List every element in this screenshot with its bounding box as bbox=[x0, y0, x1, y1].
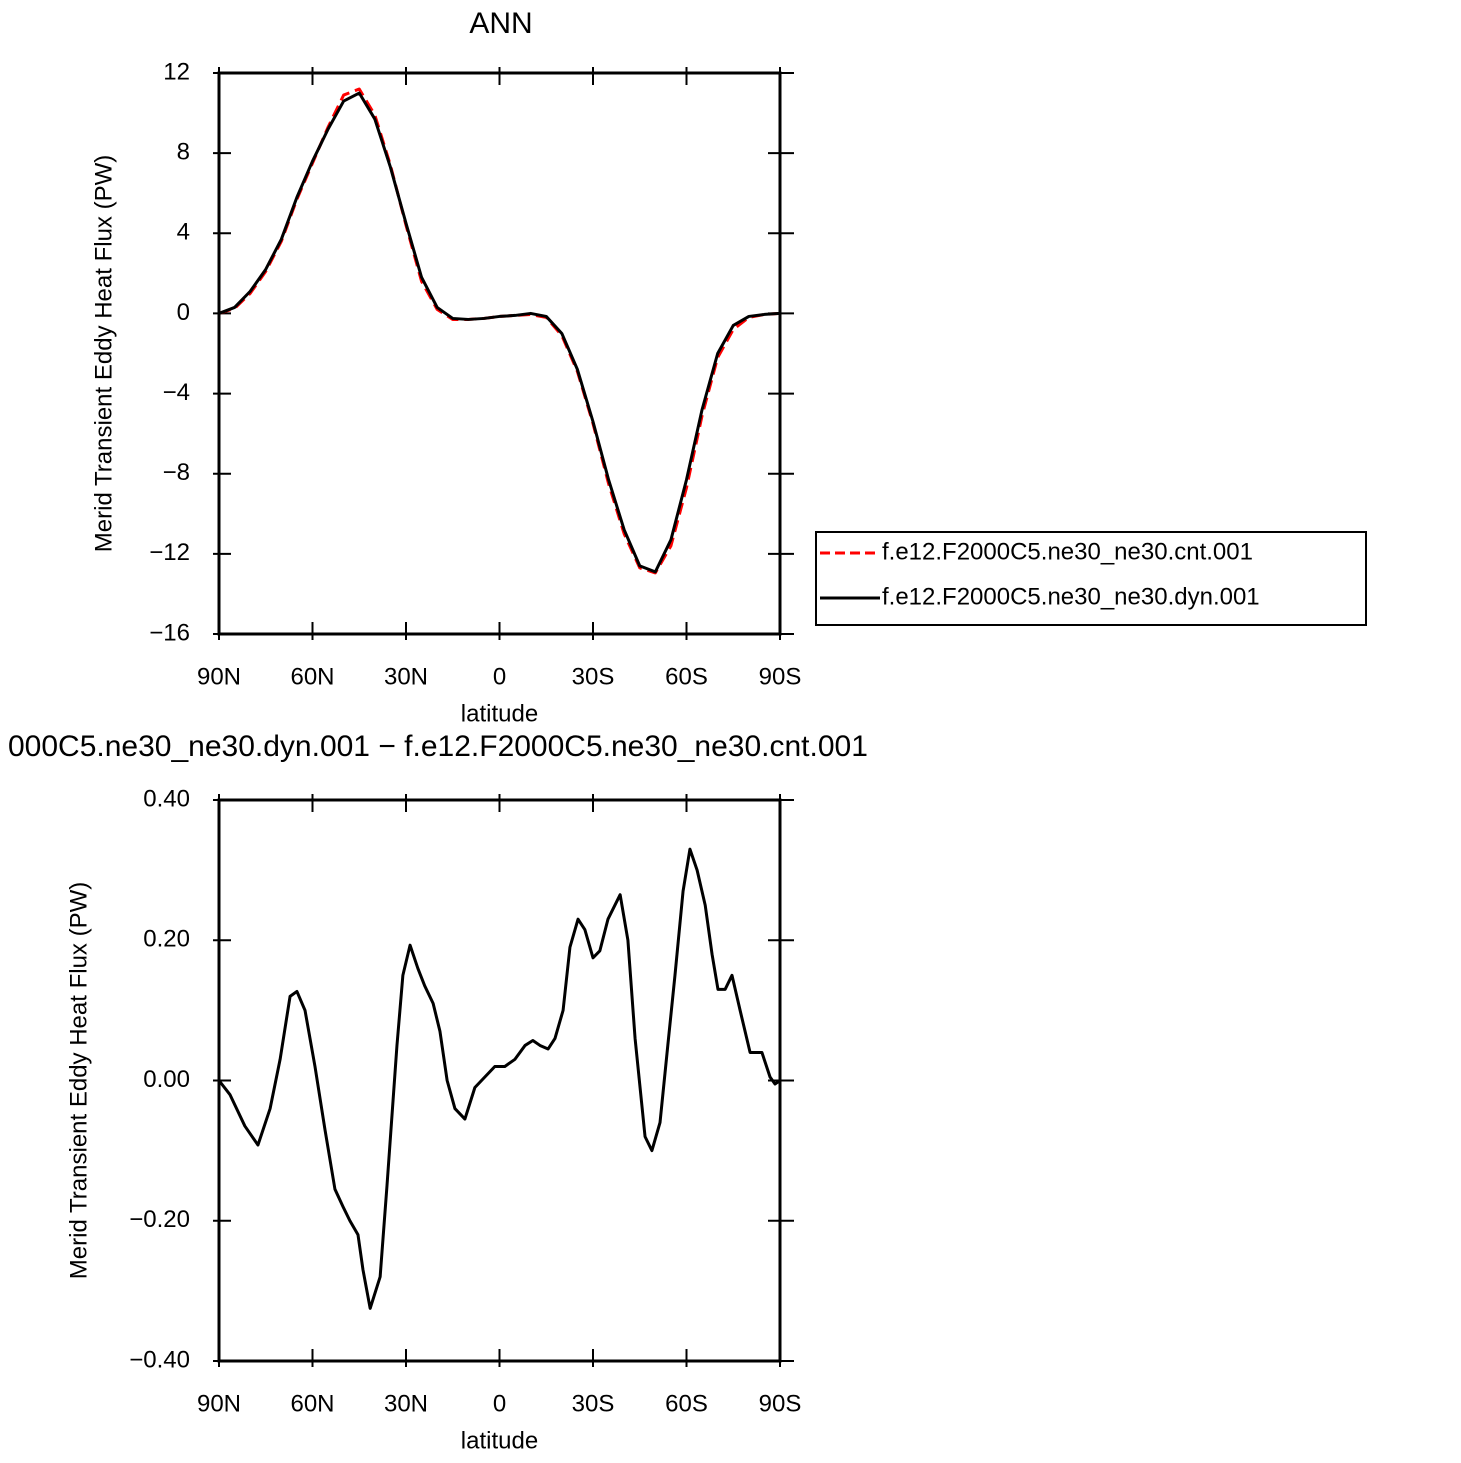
x-tick-label: 30N bbox=[384, 663, 428, 690]
y-tick-label: −0.20 bbox=[129, 1206, 190, 1233]
legend-label: f.e12.F2000C5.ne30_ne30.dyn.001 bbox=[882, 583, 1260, 610]
y-tick-label: −12 bbox=[149, 539, 190, 566]
y-tick-label: 8 bbox=[177, 138, 190, 165]
x-axis-label: latitude bbox=[461, 700, 538, 727]
y-tick-label: 0.20 bbox=[143, 926, 190, 953]
x-axis-label: latitude bbox=[461, 1427, 538, 1454]
y-tick-label: −0.40 bbox=[129, 1346, 190, 1373]
chart-title: 000C5.ne30_ne30.dyn.001 − f.e12.F2000C5.… bbox=[8, 730, 868, 763]
x-tick-label: 90N bbox=[197, 1390, 241, 1417]
x-tick-label: 30S bbox=[572, 1390, 615, 1417]
y-tick-label: 0.00 bbox=[143, 1066, 190, 1093]
plot-frame bbox=[217, 71, 782, 636]
x-tick-label: 90N bbox=[197, 663, 241, 690]
x-tick-label: 60S bbox=[665, 1390, 708, 1417]
y-tick-label: 12 bbox=[163, 58, 190, 85]
legend-box bbox=[815, 531, 1367, 626]
plot-frame bbox=[217, 798, 782, 1363]
y-tick-label: 4 bbox=[177, 219, 190, 246]
x-tick-label: 60N bbox=[290, 1390, 334, 1417]
y-tick-label: −16 bbox=[149, 619, 190, 646]
legend-label: f.e12.F2000C5.ne30_ne30.cnt.001 bbox=[882, 538, 1253, 565]
y-tick-label: −8 bbox=[163, 459, 190, 486]
x-tick-label: 90S bbox=[759, 663, 802, 690]
y-axis-label: Merid Transient Eddy Heat Flux (PW) bbox=[65, 882, 92, 1279]
x-tick-label: 0 bbox=[493, 1390, 506, 1417]
y-tick-label: 0.40 bbox=[143, 785, 190, 812]
y-axis-label: Merid Transient Eddy Heat Flux (PW) bbox=[90, 155, 117, 552]
y-tick-label: −4 bbox=[163, 379, 190, 406]
x-tick-label: 0 bbox=[493, 663, 506, 690]
x-tick-label: 90S bbox=[759, 1390, 802, 1417]
x-tick-label: 60N bbox=[290, 663, 334, 690]
x-tick-label: 30S bbox=[572, 663, 615, 690]
y-tick-label: 0 bbox=[177, 299, 190, 326]
data-line bbox=[217, 847, 781, 1310]
chart-title: ANN bbox=[469, 7, 532, 40]
data-line bbox=[218, 87, 781, 575]
data-line bbox=[218, 91, 781, 574]
x-tick-label: 60S bbox=[665, 663, 708, 690]
x-tick-label: 30N bbox=[384, 1390, 428, 1417]
